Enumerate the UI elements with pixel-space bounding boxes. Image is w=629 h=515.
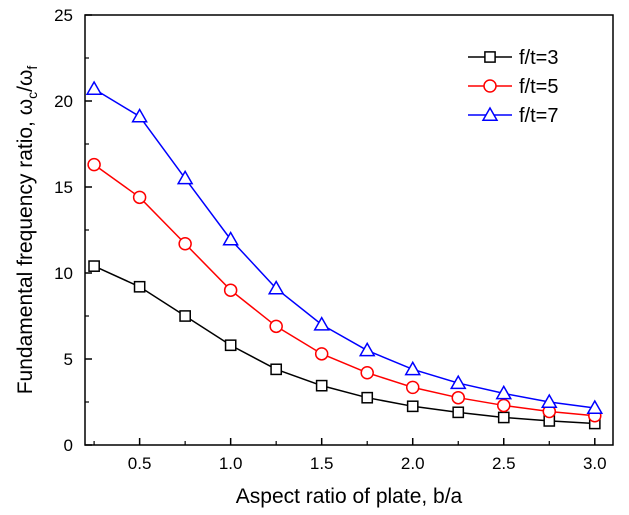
data-point	[314, 347, 329, 361]
data-point	[358, 341, 376, 357]
data-point	[540, 393, 558, 408]
legend-marker	[483, 79, 497, 93]
legend-label: f/t=7	[519, 105, 558, 127]
data-point	[495, 384, 513, 400]
data-point	[222, 230, 239, 246]
x-axis-label: Aspect ratio of plate, b/a	[236, 485, 463, 508]
data-point	[451, 390, 465, 405]
data-point	[176, 169, 194, 185]
data-point	[497, 398, 511, 413]
x-tick-label: 3.0	[583, 454, 607, 473]
data-point	[88, 260, 100, 272]
data-point	[404, 360, 422, 376]
x-tick-label: 2.5	[492, 454, 516, 473]
series-line	[93, 164, 595, 417]
y-axis-label-num-sub: c	[24, 92, 40, 99]
series-line	[93, 88, 595, 409]
series-line	[93, 265, 595, 425]
y-tick-label: 10	[54, 264, 73, 283]
data-point	[405, 380, 420, 395]
data-point	[267, 279, 285, 295]
y-tick-label: 25	[54, 6, 73, 25]
data-point	[361, 391, 374, 404]
y-tick-label: 5	[64, 350, 73, 369]
x-axis-ticks: 0.5 1.0 1.5 2.0 2.5 3.0	[93, 438, 607, 473]
data-point	[586, 399, 604, 415]
x-tick-label: 1.0	[219, 454, 243, 473]
legend-marker	[481, 106, 499, 121]
series-3	[85, 80, 604, 415]
x-tick-label: 2.0	[401, 454, 425, 473]
data-point	[360, 366, 374, 380]
data-point	[87, 157, 101, 172]
y-axis-label-den-sub: f	[24, 66, 40, 70]
data-point	[452, 406, 465, 419]
y-axis-label: Fundamental frequency ratio, ωc/ωf	[14, 66, 40, 395]
data-point	[131, 107, 148, 123]
legend-label: f/t=5	[519, 76, 558, 98]
y-axis-ticks: 0 5 10 15 20 25	[54, 6, 92, 455]
data-point	[179, 310, 191, 322]
data-point	[406, 400, 419, 413]
x-tick-label: 0.5	[128, 454, 152, 473]
series-layer	[85, 80, 604, 430]
data-point	[497, 411, 510, 424]
y-tick-label: 0	[64, 436, 73, 455]
data-point	[132, 190, 147, 205]
series-2	[87, 157, 602, 423]
data-point	[223, 283, 238, 297]
y-tick-label: 20	[54, 92, 73, 111]
legend: f/t=3 f/t=5 f/t=7	[468, 47, 558, 127]
y-axis-label-den-symbol: ω	[14, 70, 37, 86]
y-axis-label-num-symbol: ω	[14, 99, 37, 115]
data-point	[269, 319, 283, 334]
data-point	[85, 80, 103, 95]
legend-label: f/t=3	[519, 47, 558, 69]
y-tick-label: 15	[54, 178, 73, 197]
x-tick-label: 1.5	[310, 454, 334, 473]
y-axis-label-prefix: Fundamental frequency ratio,	[14, 115, 37, 394]
data-point	[449, 374, 467, 390]
data-point	[224, 339, 237, 352]
y-axis-label-slash: /	[14, 86, 37, 92]
data-point	[133, 280, 146, 293]
data-point	[178, 237, 192, 251]
data-point	[270, 363, 283, 376]
data-point	[315, 379, 328, 392]
series-1	[88, 260, 601, 430]
data-point	[313, 316, 330, 331]
legend-marker	[484, 51, 496, 63]
